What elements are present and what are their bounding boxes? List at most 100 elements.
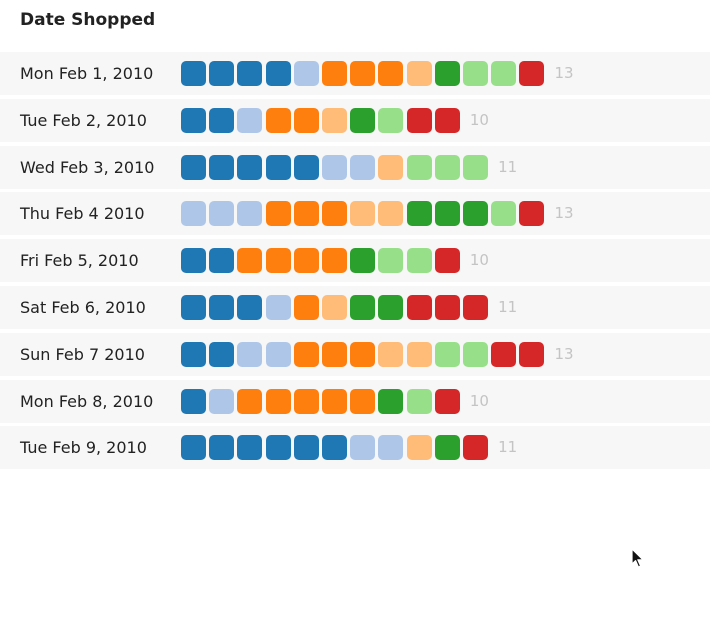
square-dark-orange [321, 341, 347, 367]
square-light-orange [321, 295, 347, 320]
square-red [519, 201, 545, 227]
row-count: 10 [469, 251, 489, 270]
square-dark-blue [181, 107, 206, 133]
square-dark-orange [321, 61, 347, 86]
square-red [491, 341, 517, 367]
square-light-orange [378, 341, 404, 367]
square-dark-green [378, 388, 404, 414]
row-date-label: Mon Feb 8, 2010 [20, 391, 154, 411]
square-light-blue [209, 201, 235, 227]
square-dark-green [462, 201, 488, 227]
square-light-orange [378, 154, 404, 180]
square-light-orange [406, 435, 432, 461]
square-dark-blue [237, 61, 263, 86]
row-count: 11 [498, 157, 518, 176]
row-count: 10 [469, 110, 489, 129]
square-dark-blue [209, 435, 235, 461]
square-light-green [491, 61, 517, 86]
row-count: 11 [498, 298, 518, 316]
square-dark-blue [237, 435, 263, 461]
square-light-orange [350, 201, 376, 227]
square-dark-blue [209, 341, 235, 367]
square-dark-orange [237, 388, 263, 414]
row-squares: 10 [181, 248, 489, 274]
square-dark-blue [265, 61, 291, 86]
square-dark-blue [293, 154, 319, 180]
square-light-green [378, 107, 404, 133]
square-dark-blue [181, 61, 206, 86]
chart-row: Sun Feb 7 2010 13 [0, 332, 710, 376]
square-red [434, 295, 460, 320]
square-dark-green [350, 107, 376, 133]
square-red [406, 295, 432, 320]
square-dark-orange [237, 248, 263, 274]
square-dark-blue [265, 154, 291, 180]
square-dark-orange [293, 341, 319, 367]
square-dark-blue [293, 435, 319, 461]
square-light-green [462, 61, 488, 86]
row-date-label: Tue Feb 9, 2010 [20, 438, 147, 458]
row-squares: 10 [181, 388, 489, 414]
square-dark-orange [321, 201, 347, 227]
square-dark-blue [181, 388, 206, 414]
square-light-blue [350, 154, 376, 180]
square-light-blue [265, 341, 291, 367]
square-light-green [434, 154, 460, 180]
square-light-green [462, 341, 488, 367]
square-dark-blue [237, 154, 263, 180]
square-dark-green [434, 435, 460, 461]
square-dark-blue [209, 248, 235, 274]
chart-row: Tue Feb 2, 2010 10 [0, 98, 710, 142]
square-dark-green [378, 295, 404, 320]
row-date-label: Fri Feb 5, 2010 [20, 251, 139, 271]
chart-row: Tue Feb 9, 2010 11 [0, 426, 710, 470]
square-dark-blue [321, 435, 347, 461]
row-squares: 11 [181, 154, 518, 180]
square-red [434, 107, 460, 133]
square-dark-orange [265, 248, 291, 274]
row-squares: 13 [181, 201, 574, 227]
square-dark-blue [181, 341, 206, 367]
square-light-blue [209, 388, 235, 414]
square-dark-blue [209, 61, 235, 86]
row-count: 13 [554, 64, 574, 82]
row-count: 11 [498, 438, 518, 457]
row-date-label: Wed Feb 3, 2010 [20, 157, 155, 177]
square-light-green [406, 248, 432, 274]
square-dark-orange [350, 388, 376, 414]
square-light-green [406, 388, 432, 414]
square-light-orange [321, 107, 347, 133]
square-light-green [491, 201, 517, 227]
square-light-blue [265, 295, 291, 320]
chart-row: Mon Feb 8, 2010 10 [0, 379, 710, 423]
square-dark-orange [350, 61, 376, 86]
square-dark-orange [321, 388, 347, 414]
row-squares: 13 [181, 61, 574, 86]
square-light-blue [321, 154, 347, 180]
square-light-blue [237, 341, 263, 367]
square-light-orange [406, 341, 432, 367]
square-light-green [434, 341, 460, 367]
square-dark-green [434, 201, 460, 227]
chart-row: Mon Feb 1, 2010 13 [0, 52, 710, 95]
row-squares: 11 [181, 435, 518, 461]
square-red [406, 107, 432, 133]
row-date-label: Mon Feb 1, 2010 [20, 64, 154, 83]
row-date-label: Sat Feb 6, 2010 [20, 298, 146, 317]
square-dark-blue [265, 435, 291, 461]
square-dark-orange [293, 248, 319, 274]
square-dark-blue [237, 295, 263, 320]
square-light-blue [181, 201, 206, 227]
square-red [462, 435, 488, 461]
square-light-blue [237, 107, 263, 133]
row-date-label: Sun Feb 7 2010 [20, 344, 145, 364]
square-dark-orange [293, 201, 319, 227]
chart-title: Date Shopped [20, 10, 156, 30]
square-dark-blue [181, 154, 206, 180]
row-squares: 11 [181, 295, 517, 320]
square-dark-blue [181, 248, 206, 274]
square-light-blue [378, 435, 404, 461]
square-dark-orange [293, 388, 319, 414]
square-light-green [406, 154, 432, 180]
square-dark-green [406, 201, 432, 227]
